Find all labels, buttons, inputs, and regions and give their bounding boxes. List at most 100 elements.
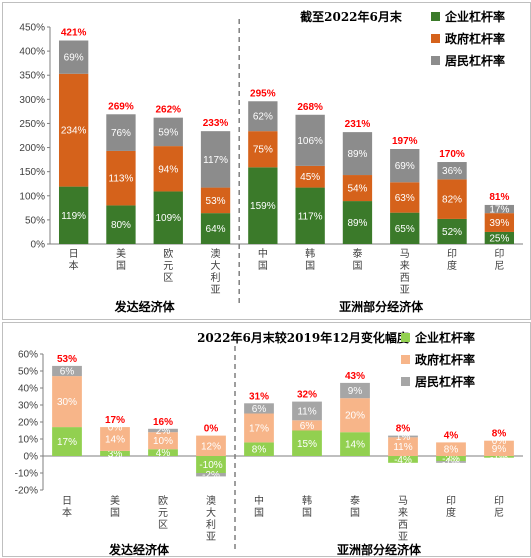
bar-segment-1 [58, 186, 89, 244]
bar-segment-2 [196, 435, 226, 456]
bar-segment-label: -4% [394, 455, 412, 466]
bar-total-label: 8% [396, 424, 411, 435]
bar-segment-label: 1% [396, 432, 411, 443]
bar-total-label: 197% [392, 136, 418, 147]
bar-segment-label: -1% [490, 452, 508, 463]
bar-segment-label: -1% [442, 457, 460, 468]
y-tick-label: 20% [18, 418, 38, 429]
bar-segment-label: 25% [489, 233, 509, 244]
bar-segment-label: 11% [393, 442, 412, 453]
bar-segment-2 [106, 150, 136, 206]
bar-total-label: 4% [444, 430, 459, 441]
legend-label: 政府杠杆率 [415, 352, 475, 367]
bar-segment-3 [295, 114, 325, 166]
group-label: 发达经济体 [108, 542, 170, 556]
y-tick-label: 100% [19, 191, 45, 202]
x-category-label: 日本 [69, 249, 79, 272]
bar-segment-2 [153, 146, 183, 192]
bar-segment-2 [244, 413, 274, 443]
bar-segment-2 [52, 376, 82, 428]
bar-segment-label: 36% [442, 166, 462, 177]
y-tick-label: 250% [19, 119, 45, 130]
x-category-label: 中国 [254, 494, 264, 519]
y-tick-label: 350% [19, 71, 45, 82]
bar-segment-label: -2% [202, 470, 220, 481]
bar-total-label: 233% [203, 118, 229, 129]
bar-segment-1 [436, 456, 466, 462]
bar-segment-label: 54% [347, 184, 367, 195]
bar-segment-3 [52, 365, 82, 377]
bar-segment-3 [153, 117, 183, 147]
x-category-label: 韩国 [305, 247, 315, 272]
bar-segment-label: 69% [64, 53, 84, 64]
bar-segment-label: 15% [297, 439, 317, 450]
bar-segment-1 [244, 442, 274, 456]
legend-swatch [431, 34, 440, 43]
legend-swatch [431, 12, 440, 21]
bar-segment-label: 0% [108, 423, 123, 434]
bar-total-label: 231% [345, 119, 371, 130]
bar-segment-3 [342, 132, 373, 176]
bar-segment-3 [200, 131, 231, 188]
bar-segment-1 [292, 430, 322, 456]
legend-swatch [401, 333, 410, 342]
bar-segment-label: 17% [489, 205, 509, 216]
bar-segment-label: 17% [249, 423, 269, 434]
bar-segment-label: 14% [105, 435, 125, 446]
bar-segment-2 [390, 182, 420, 213]
y-tick-label: -10% [15, 469, 38, 480]
bar-segment-3 [106, 114, 136, 151]
bar-segment-3 [484, 204, 515, 214]
group-label: 亚洲部分经济体 [337, 542, 422, 556]
bar-segment-3 [248, 101, 278, 132]
bar-total-label: 170% [439, 149, 465, 160]
bar-segment-3 [436, 461, 466, 463]
bar-total-label: 268% [297, 102, 323, 113]
bar-segment-label: 63% [395, 193, 415, 204]
bar-total-label: 269% [108, 101, 134, 112]
chart-panel-top: 截至2022年6月末 0% 50% 100% 150% 200% 250% 300% 350% 4… [2, 2, 531, 320]
bar-segment-label: 17% [57, 437, 77, 448]
bar-segment-3 [196, 473, 226, 477]
bar-segment-3 [58, 40, 89, 74]
x-category-label: 印度 [447, 248, 457, 272]
bar-segment-label: 8% [444, 445, 459, 456]
bar-segment-label: 119% [61, 211, 86, 222]
bar-segment-label: 2% [156, 426, 171, 437]
bar-total-label: 17% [105, 415, 125, 426]
y-tick-label: 10% [18, 435, 38, 446]
bar-total-label: 8% [492, 429, 507, 440]
bar-segment-label: -10% [199, 460, 222, 471]
bar-segment-label: 6% [60, 367, 75, 378]
x-category-label: 澳大利亚 [211, 247, 221, 296]
bar-segment-label: 94% [158, 164, 178, 175]
bar-segment-2 [295, 165, 325, 188]
bar-segment-label: 75% [253, 145, 273, 156]
bar-segment-label: 62% [253, 112, 273, 123]
bar-segment-2 [200, 187, 231, 214]
bar-segment-label: 234% [61, 126, 87, 137]
bar-segment-3 [437, 162, 467, 180]
x-category-label: 印度 [446, 495, 456, 519]
bar-segment-label: 52% [442, 227, 462, 238]
bar-segment-label: 0% [492, 436, 507, 447]
bar-segment-2 [148, 432, 178, 450]
legend-swatch [401, 377, 410, 386]
bar-segment-1 [52, 427, 82, 456]
bar-segment-1 [437, 218, 467, 244]
y-tick-label: 40% [18, 384, 38, 395]
bar-segment-label: 6% [300, 421, 315, 432]
bar-segment-label: 69% [395, 161, 415, 172]
chart-panel-bottom: 2022年6月末较2019年12月变化幅度 -20% -10% 0% 10% 20% 30%… [2, 322, 531, 557]
bar-segment-label: 3% [108, 449, 123, 460]
x-category-label: 泰国 [352, 247, 362, 272]
bar-segment-label: -3% [442, 454, 460, 465]
x-category-label: 泰国 [350, 494, 360, 519]
bar-segment-1 [484, 456, 514, 458]
bar-total-label: 295% [250, 88, 276, 99]
x-category-label: 韩国 [302, 494, 312, 519]
bar-total-label: 32% [297, 390, 317, 401]
y-tick-label: 0% [24, 452, 39, 463]
bar-segment-1 [196, 456, 226, 473]
legend-label: 企业杠杆率 [444, 9, 505, 24]
